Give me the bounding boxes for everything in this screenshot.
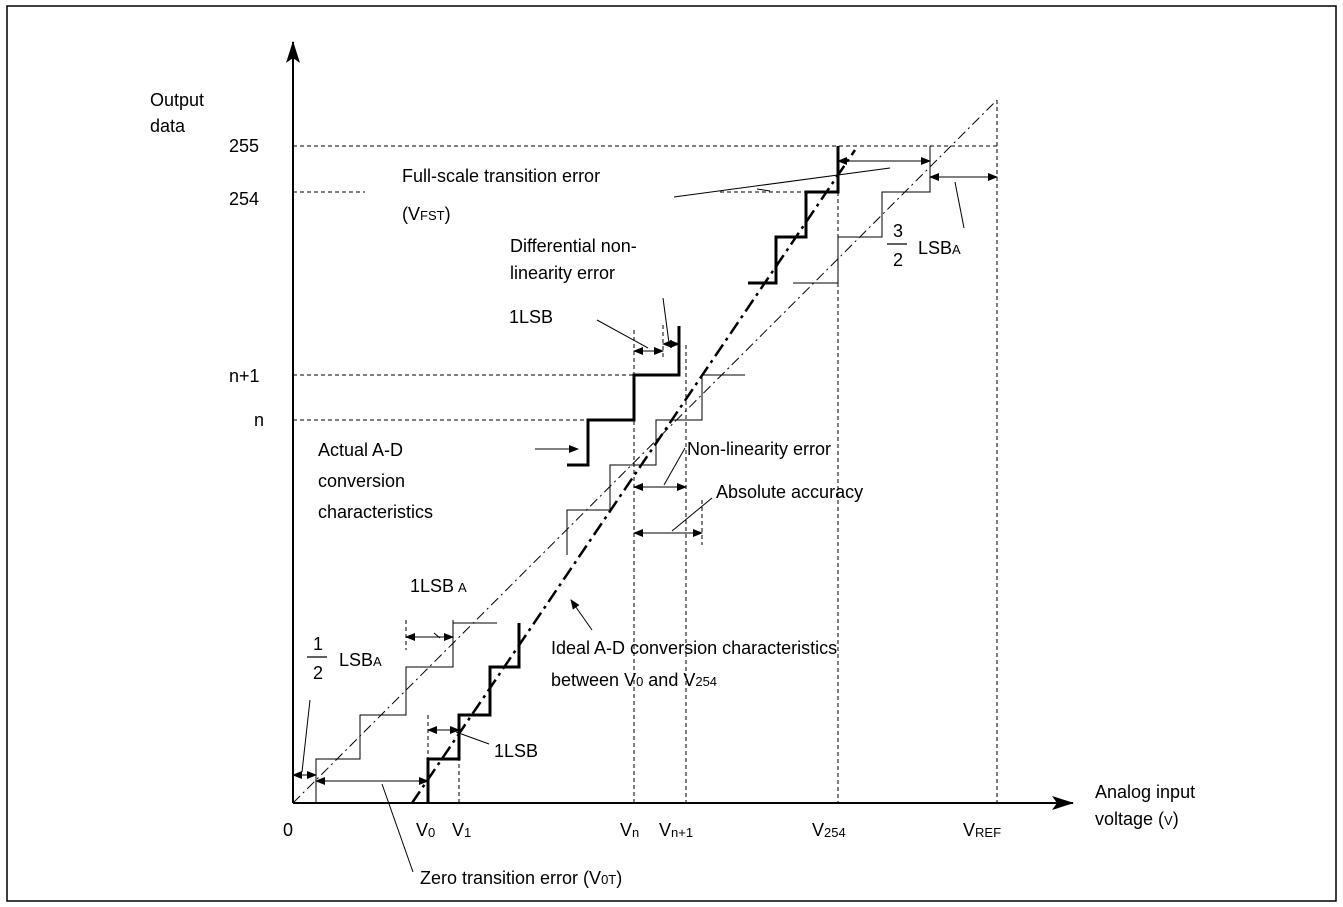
x-tick-vn-plus-1: Vn+1 [659,820,693,840]
ideal-ad-label-line1: Ideal A-D conversion characteristics [551,638,837,658]
one-lsb-top-label: 1LSB [509,307,553,327]
leader-lines [301,167,965,873]
full-scale-error-symbol: (VFST) [402,204,451,224]
one-lsb-a-label: 1LSB A [410,576,467,596]
y-tick-n-plus-1: n+1 [229,366,260,386]
svg-text:1: 1 [313,634,323,654]
one-lsb-bottom-label: 1LSB [494,741,538,761]
x-axis-title-line1: Analog input [1095,782,1195,802]
y-tick-n: n [254,410,264,430]
svg-text:2: 2 [893,250,903,270]
differential-nonlinearity-label-line2: linearity error [510,263,615,283]
half-lsb-a-label: 1 2 LSBA [307,634,382,683]
y-tick-254: 254 [229,189,259,209]
ideal-full-line [292,99,998,804]
x-tick-v0: V0 [416,820,435,840]
actual-ad-label-line3: characteristics [318,502,433,522]
y-axis-title-line1: Output [150,90,204,110]
svg-text:3: 3 [893,221,903,241]
svg-text:2: 2 [313,663,323,683]
absolute-accuracy-label: Absolute accuracy [716,482,863,502]
bold-staircase [426,146,840,803]
x-tick-v254: V254 [812,820,846,840]
ideal-ad-label-line2: between V0 and V254 [551,670,717,690]
horizontal-guides [293,145,997,421]
actual-ad-label-line1: Actual A-D [318,440,403,460]
x-tick-0: 0 [283,820,293,840]
svg-text:LSBA: LSBA [918,238,961,258]
x-tick-vref: VREF [963,820,1001,840]
y-tick-255: 255 [229,136,259,156]
ideal-v0-v254-line [410,149,857,804]
actual-ad-label-line2: conversion [318,471,405,491]
frame [6,5,1337,902]
svg-text:LSBA: LSBA [339,650,382,670]
differential-nonlinearity-label-line1: Differential non- [510,236,637,256]
three-half-lsb-a-label: 3 2 LSBA [887,221,961,270]
zero-transition-error-label: Zero transition error (V0T) [420,868,622,888]
x-axis-title-line2: voltage (V) [1095,809,1179,829]
x-tick-vn: Vn [620,820,639,840]
y-axis-title-line2: data [150,116,186,136]
x-tick-v1: V1 [452,820,471,840]
nonlinearity-error-label: Non-linearity error [687,439,831,459]
full-scale-error-label: Full-scale transition error [402,166,600,186]
dimension-arrows [292,157,998,785]
